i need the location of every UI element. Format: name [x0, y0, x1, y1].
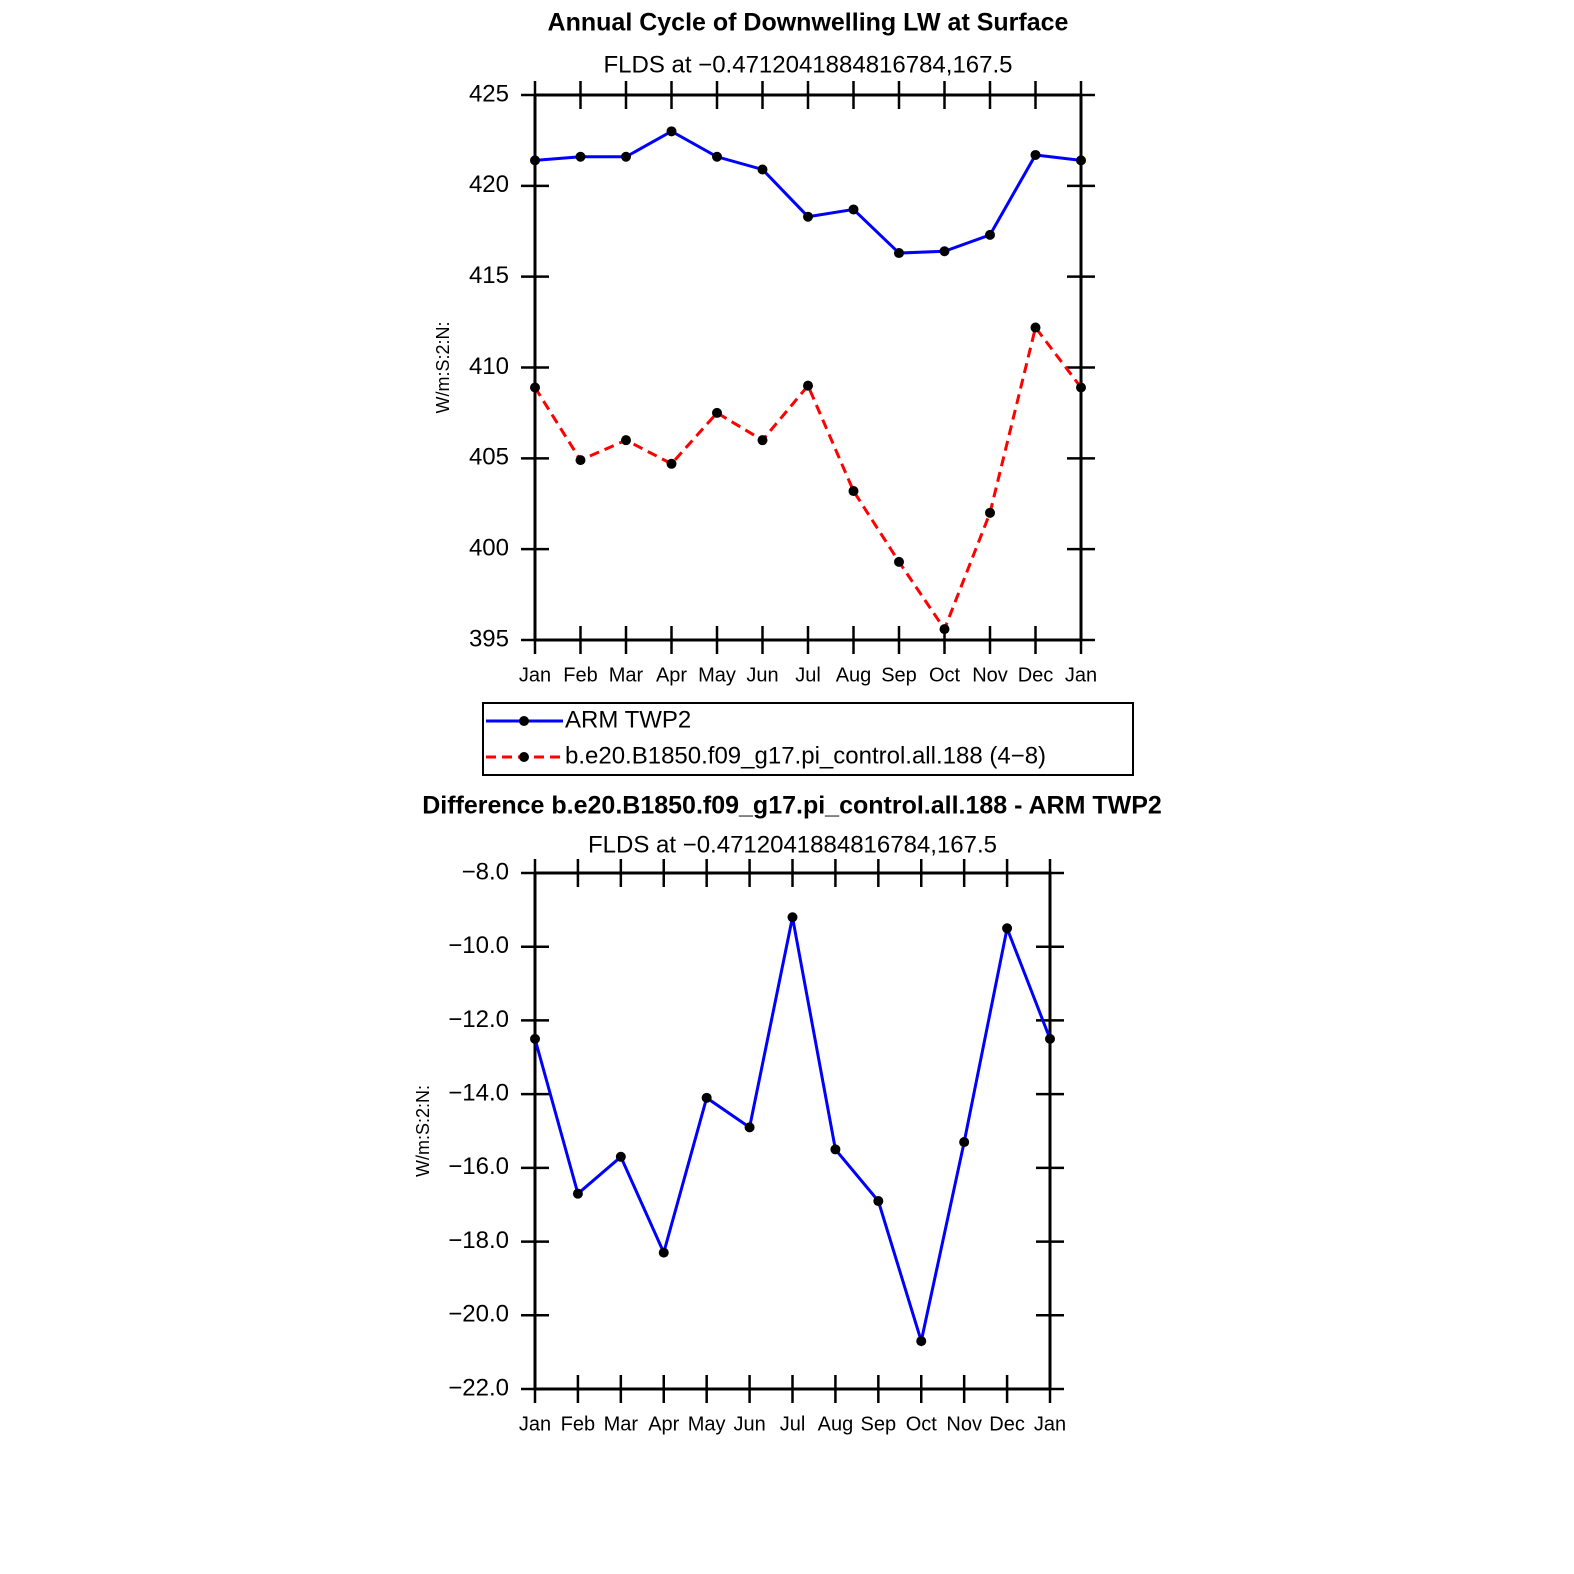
y-tick-label: −22.0: [448, 1374, 509, 1401]
y-tick-label: −14.0: [448, 1079, 509, 1106]
x-tick-label: Dec: [989, 1413, 1025, 1435]
data-point: [848, 204, 859, 215]
y-tick-label: −8.0: [462, 858, 509, 885]
data-point: [757, 164, 768, 175]
x-tick-label: Feb: [563, 664, 597, 686]
legend-marker: [519, 752, 529, 762]
data-point: [939, 246, 950, 257]
data-point: [848, 486, 859, 497]
x-tick-label: Jan: [519, 664, 551, 686]
data-point: [1030, 322, 1041, 333]
data-point: [530, 155, 540, 166]
x-tick-label: Jan: [519, 1413, 551, 1435]
data-point: [575, 151, 586, 162]
x-tick-label: Aug: [818, 1413, 854, 1435]
y-tick-label: 410: [469, 353, 509, 380]
data-point: [1076, 155, 1086, 166]
y-tick-label: 420: [469, 171, 509, 198]
y-tick-label: 425: [469, 80, 509, 107]
chart-subtitle: FLDS at −0.4712041884816784,167.5: [588, 831, 997, 858]
data-point: [1002, 923, 1013, 934]
x-tick-label: Aug: [836, 664, 872, 686]
x-tick-label: May: [688, 1413, 726, 1435]
x-tick-label: Feb: [561, 1413, 595, 1435]
x-tick-label: Jun: [733, 1413, 765, 1435]
data-point: [757, 435, 768, 446]
series-line: [533, 916, 1052, 1348]
data-point: [1045, 1033, 1055, 1044]
y-tick-label: 400: [469, 535, 509, 562]
data-point: [985, 507, 995, 518]
x-tick-label: Sep: [881, 664, 917, 686]
plot-frame: [533, 93, 1083, 642]
data-point: [830, 1144, 841, 1155]
data-point: [959, 1137, 970, 1148]
data-point: [666, 458, 677, 469]
y-tick-label: −10.0: [448, 932, 509, 959]
data-point: [658, 1247, 669, 1258]
data-point: [712, 407, 722, 418]
x-tick-label: Apr: [648, 1413, 679, 1435]
x-tick-label: May: [698, 664, 736, 686]
x-tick-label: Mar: [609, 664, 644, 686]
y-tick-label: −20.0: [448, 1301, 509, 1328]
x-tick-label: Jan: [1065, 664, 1097, 686]
data-point: [894, 556, 904, 567]
legend-label: ARM TWP2: [565, 706, 691, 733]
legend-label: b.e20.B1850.f09_g17.pi_control.all.188 (…: [565, 742, 1046, 769]
x-tick-label: Apr: [656, 664, 687, 686]
y-tick-label: 395: [469, 625, 509, 652]
legend-marker: [519, 716, 529, 726]
data-point: [873, 1196, 884, 1207]
data-point: [894, 248, 904, 259]
data-point: [1076, 382, 1086, 393]
data-point: [803, 211, 813, 222]
data-point: [787, 912, 798, 923]
data-point: [615, 1151, 626, 1162]
data-point: [572, 1188, 583, 1199]
chart-title: Difference b.e20.B1850.f09_g17.pi_contro…: [422, 792, 1162, 820]
x-tick-label: Jan: [1034, 1413, 1066, 1435]
y-tick-label: 415: [469, 262, 509, 289]
x-tick-label: Jul: [795, 664, 821, 686]
series-line: [534, 129, 1082, 255]
data-point: [1030, 149, 1041, 160]
chart-title: Annual Cycle of Downwelling LW at Surfac…: [548, 9, 1069, 37]
y-axis-label: W/m:S:2:N:: [413, 1085, 433, 1177]
data-point: [701, 1092, 712, 1103]
data-point: [712, 151, 722, 162]
data-point: [530, 1033, 540, 1044]
x-tick-label: Jul: [780, 1413, 806, 1435]
x-tick-label: Jun: [746, 664, 778, 686]
data-point: [985, 229, 995, 240]
y-tick-label: 405: [469, 444, 509, 471]
x-tick-label: Nov: [972, 664, 1008, 686]
x-tick-label: Oct: [906, 1413, 938, 1435]
y-axis-label: W/m:S:2:N:: [433, 321, 453, 413]
series-line: [533, 324, 1083, 633]
data-point: [621, 435, 631, 446]
data-point: [621, 151, 631, 162]
plot-frame: [533, 871, 1052, 1391]
data-point: [803, 380, 813, 391]
data-point: [744, 1122, 755, 1133]
data-point: [666, 126, 677, 137]
y-tick-label: −12.0: [448, 1006, 509, 1033]
legend-box: [482, 702, 1134, 776]
x-tick-label: Nov: [946, 1413, 982, 1435]
data-point: [939, 624, 950, 635]
x-tick-label: Oct: [929, 664, 961, 686]
x-tick-label: Sep: [861, 1413, 897, 1435]
data-point: [575, 455, 586, 466]
data-point: [530, 382, 540, 393]
data-point: [916, 1336, 927, 1347]
chart-subtitle: FLDS at −0.4712041884816784,167.5: [603, 51, 1012, 78]
y-tick-label: −16.0: [448, 1153, 509, 1180]
x-tick-label: Dec: [1018, 664, 1054, 686]
x-tick-label: Mar: [604, 1413, 639, 1435]
y-tick-label: −18.0: [448, 1227, 509, 1254]
